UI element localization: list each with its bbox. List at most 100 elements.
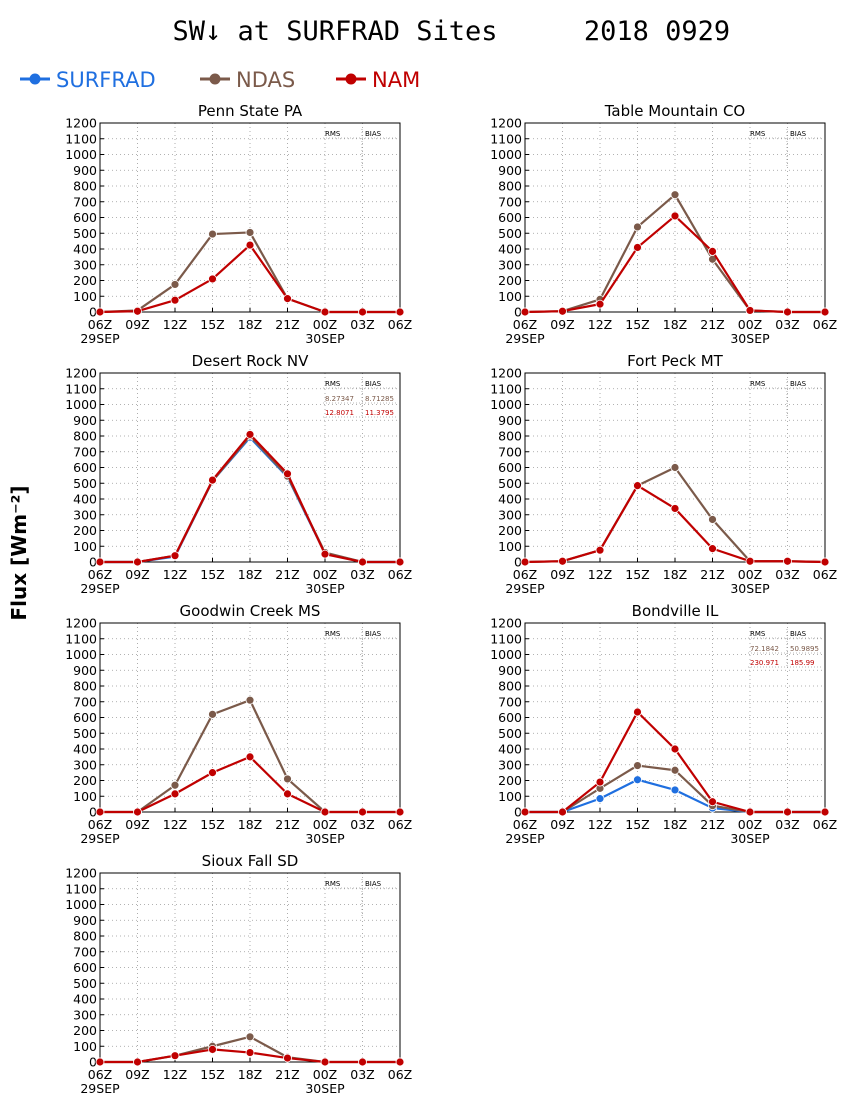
x-tick-label: 06Z	[388, 1067, 412, 1082]
y-tick-label: 500	[73, 476, 97, 491]
data-point	[633, 243, 642, 252]
x-tick-label: 00Z	[738, 317, 762, 332]
figure-title: SW↓ at SURFRAD Sites	[172, 16, 497, 47]
stats-rms-nam: 12.8071	[325, 409, 354, 417]
data-point	[708, 515, 717, 524]
stats-header-rms: RMS	[325, 130, 341, 138]
y-tick-label: 300	[498, 507, 522, 522]
y-tick-label: 0	[514, 555, 522, 570]
x-tick-label: 12Z	[588, 817, 612, 832]
panel-title: Penn State PA	[198, 102, 303, 120]
y-tick-label: 100	[498, 789, 522, 804]
x-tick-label: 21Z	[275, 317, 299, 332]
data-point	[283, 1053, 292, 1063]
panel-bondville-il: Bondville IL 0100200300400500600700800900…	[490, 602, 837, 846]
data-point	[783, 556, 792, 566]
data-point	[170, 789, 180, 799]
y-tick-label: 900	[73, 413, 97, 428]
x-tick-label: 21Z	[275, 817, 299, 832]
data-point	[133, 1057, 142, 1067]
panel-title: Goodwin Creek MS	[180, 602, 321, 620]
data-point	[670, 211, 680, 221]
y-tick-label: 200	[498, 523, 522, 538]
x-tick-label: 03Z	[350, 317, 374, 332]
y-tick-label: 1100	[65, 381, 97, 396]
stats-rms-ndas: 72.1842	[750, 645, 779, 653]
data-point	[820, 307, 830, 317]
x-date-label: 30SEP	[305, 831, 345, 846]
data-point	[283, 789, 292, 799]
y-tick-label: 400	[73, 742, 97, 757]
x-tick-label: 00Z	[313, 567, 337, 582]
panel-penn-state-pa: Penn State PA 010020030040050060070080090…	[65, 102, 412, 346]
x-tick-label: 00Z	[313, 817, 337, 832]
data-point	[520, 807, 530, 817]
data-point	[708, 797, 717, 807]
x-tick-label: 06Z	[388, 817, 412, 832]
data-point	[358, 1057, 367, 1067]
stats-header-bias: BIAS	[790, 630, 807, 638]
data-point	[670, 190, 680, 200]
series-line	[100, 436, 400, 564]
series-nam	[520, 707, 830, 817]
y-tick-label: 1000	[490, 647, 522, 662]
legend-marker	[29, 73, 41, 85]
x-tick-label: 09Z	[125, 817, 149, 832]
data-point	[670, 765, 680, 775]
x-tick-label: 12Z	[163, 567, 187, 582]
x-tick-label: 00Z	[738, 817, 762, 832]
y-tick-label: 1000	[65, 397, 97, 412]
x-tick-label: 21Z	[700, 817, 724, 832]
x-tick-label: 06Z	[813, 567, 837, 582]
x-date-label: 29SEP	[505, 331, 545, 346]
y-tick-label: 0	[89, 1055, 97, 1070]
y-tick-label: 700	[73, 444, 97, 459]
y-tick-label: 800	[73, 929, 97, 944]
data-point	[745, 556, 755, 566]
x-tick-label: 15Z	[200, 817, 224, 832]
x-date-label: 29SEP	[80, 1081, 120, 1096]
data-point	[245, 1048, 255, 1057]
series-nam	[520, 481, 830, 567]
data-point	[633, 481, 642, 491]
data-point	[208, 768, 217, 778]
y-tick-label: 700	[498, 444, 522, 459]
x-date-label: 30SEP	[730, 331, 770, 346]
data-point	[208, 475, 217, 485]
stats-header-bias: BIAS	[365, 130, 382, 138]
x-date-label: 30SEP	[305, 331, 345, 346]
x-tick-label: 15Z	[625, 817, 649, 832]
y-tick-label: 0	[89, 805, 97, 820]
data-point	[595, 794, 605, 804]
data-point	[320, 807, 330, 817]
x-tick-label: 06Z	[88, 817, 112, 832]
stats-bias-ndas: 50.9895	[790, 645, 819, 653]
stats-header-bias: BIAS	[790, 380, 807, 388]
x-tick-label: 03Z	[775, 317, 799, 332]
x-tick-label: 15Z	[625, 567, 649, 582]
series-nam	[95, 430, 405, 567]
x-tick-label: 06Z	[513, 567, 537, 582]
x-tick-label: 18Z	[663, 567, 687, 582]
y-axis-label: Flux [Wm⁻²]	[7, 485, 31, 620]
y-tick-label: 900	[73, 163, 97, 178]
y-tick-label: 600	[498, 210, 522, 225]
data-point	[820, 557, 830, 567]
data-point	[783, 807, 792, 817]
y-tick-label: 500	[73, 726, 97, 741]
data-point	[245, 228, 255, 237]
y-tick-label: 700	[73, 194, 97, 209]
y-tick-label: 900	[498, 413, 522, 428]
legend-item-nam: NAM	[336, 68, 420, 92]
y-tick-label: 500	[73, 976, 97, 991]
y-tick-label: 600	[73, 460, 97, 475]
x-date-label: 30SEP	[305, 581, 345, 596]
stats-header-rms: RMS	[325, 880, 341, 888]
y-tick-label: 700	[73, 944, 97, 959]
data-point	[283, 469, 292, 479]
stats-rms-ndas: 8.27347	[325, 395, 354, 403]
y-tick-label: 1200	[65, 116, 97, 131]
y-tick-label: 100	[73, 1039, 97, 1054]
y-tick-label: 400	[498, 742, 522, 757]
data-point	[558, 556, 567, 566]
